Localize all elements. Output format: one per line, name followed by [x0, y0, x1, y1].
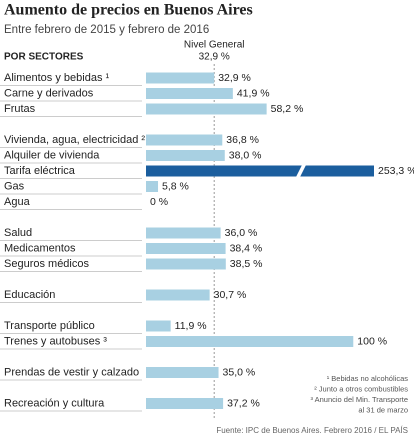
value-label: 37,2 %	[227, 397, 260, 409]
value-label: 38,5 %	[230, 258, 263, 270]
category-label: Salud	[4, 227, 32, 239]
section-label: POR SECTORES	[4, 52, 84, 63]
value-label: 36,8 %	[226, 134, 259, 146]
category-label: Prendas de vestir y calzado	[4, 366, 139, 378]
footnote: al 31 de marzo	[358, 405, 408, 414]
bar	[146, 258, 226, 270]
category-label: Vivienda, agua, electricidad ²	[4, 134, 145, 146]
value-label: 41,9 %	[237, 87, 270, 99]
chart-subtitle: Entre febrero de 2015 y febrero de 2016	[4, 24, 209, 36]
category-label: Tarifa eléctrica	[4, 165, 76, 177]
value-label: 58,2 %	[271, 103, 304, 115]
value-label: 38,4 %	[230, 242, 263, 254]
category-label: Transporte público	[4, 320, 95, 332]
category-label: Medicamentos	[4, 242, 76, 254]
value-label: 30,7 %	[214, 289, 247, 301]
bar	[146, 367, 219, 378]
bar	[146, 243, 226, 254]
category-label: Frutas	[4, 103, 36, 115]
bar	[146, 336, 354, 347]
value-label: 0 %	[150, 196, 168, 208]
value-label: 35,0 %	[223, 366, 256, 378]
value-label: 38,0 %	[229, 149, 262, 161]
bar	[146, 88, 233, 99]
footnote: ³ Anuncio del Min. Transporte	[310, 395, 408, 404]
category-label: Carne y derivados	[4, 87, 94, 99]
reference-value: 32,9 %	[199, 52, 230, 63]
category-label: Alimentos y bebidas ¹	[4, 72, 109, 84]
reference-label: Nivel General	[184, 40, 245, 51]
bar	[146, 165, 374, 177]
value-label: 253,3 %	[378, 165, 414, 177]
bar	[146, 227, 221, 239]
value-label: 36,0 %	[225, 227, 258, 239]
bar	[146, 320, 171, 332]
category-label: Gas	[4, 180, 25, 192]
source: Fuente: IPC de Buenos Aires. Febrero 201…	[216, 426, 408, 435]
category-label: Seguros médicos	[4, 258, 89, 270]
bar	[146, 72, 215, 84]
bar	[146, 150, 225, 161]
value-label: 5,8 %	[162, 180, 189, 192]
bar	[146, 181, 159, 192]
footnote: ² Junto a otros combustibles	[314, 384, 408, 393]
bar	[146, 289, 210, 301]
bar	[146, 134, 223, 146]
chart-title: Aumento de precios en Buenos Aires	[4, 2, 253, 19]
value-label: 32,9 %	[218, 72, 251, 84]
value-label: 11,9 %	[175, 320, 207, 332]
bar	[146, 103, 267, 115]
category-label: Alquiler de vivienda	[4, 149, 100, 161]
category-label: Trenes y autobuses ³	[4, 335, 107, 347]
footnote: ¹ Bebidas no alcohólicas	[327, 374, 409, 383]
bar	[146, 398, 224, 409]
bar-break	[296, 165, 306, 177]
category-label: Recreación y cultura	[4, 397, 105, 409]
value-label: 100 %	[357, 335, 387, 347]
category-label: Agua	[4, 196, 31, 208]
category-label: Educación	[4, 289, 55, 301]
